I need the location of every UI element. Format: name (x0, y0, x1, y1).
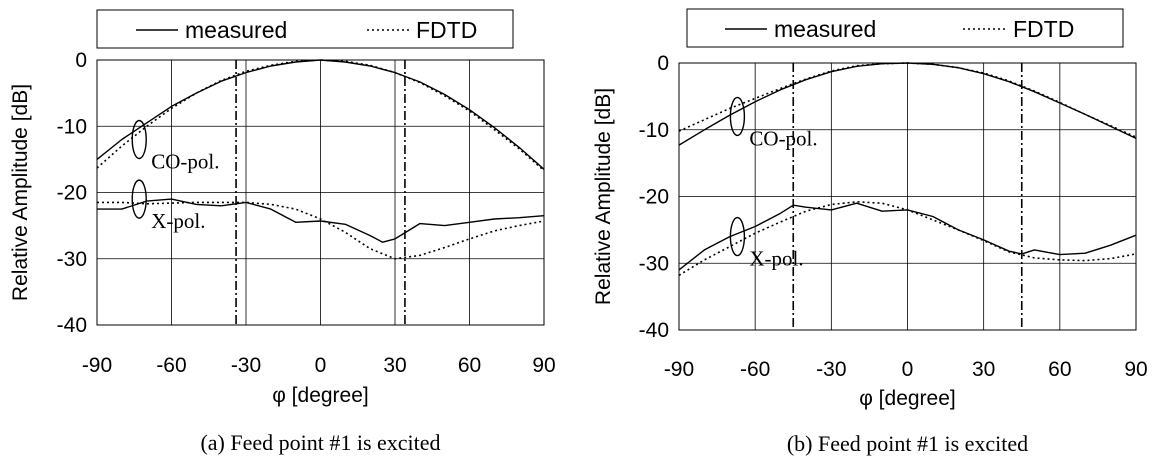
series-line-dotted (97, 201, 545, 260)
legend-label-measured: measured (774, 16, 876, 42)
legend-box (96, 9, 514, 49)
chart-panel-b: -90 -60 -30 0 30 60 90 0 -10 -20 -30 -40 φ [degree] R… (592, 8, 1148, 456)
x-axis-label: φ [degree] (859, 387, 956, 410)
y-tick-label: -10 (639, 119, 669, 142)
series-line-solid (96, 59, 545, 170)
chart-panel-a: -90 -60 -30 0 30 60 90 0 -10 -20 -30 -40 φ [degree] R… (9, 9, 556, 455)
annotation-marker (131, 119, 147, 160)
figure-caption: (a) Feed point #1 is excited (200, 430, 440, 455)
annotation-label: CO-pol. (151, 150, 219, 174)
x-axis-label: φ [degree] (272, 384, 369, 407)
annotation-label: CO-pol. (749, 126, 817, 150)
y-axis-label: Relative Amplitude [dB] (592, 88, 615, 305)
x-tick-label: -30 (816, 358, 846, 381)
series-line-solid (97, 198, 545, 243)
x-tick-label: 60 (1048, 358, 1071, 381)
x-tick-label: 90 (1124, 358, 1147, 381)
y-tick-label: -40 (639, 319, 669, 342)
x-tick-label: 60 (458, 354, 481, 377)
series-line-dotted (678, 62, 1137, 138)
annotation-marker (729, 96, 746, 137)
x-tick-label: 30 (972, 358, 995, 381)
x-tick-label: 30 (383, 354, 406, 377)
y-axis-label: Relative Amplitude [dB] (9, 84, 32, 301)
y-tick-label: -10 (57, 115, 87, 138)
annotation-label: X-pol. (749, 247, 803, 271)
y-tick-label: -20 (639, 186, 669, 209)
legend-label-fdtd: FDTD (1013, 16, 1074, 42)
annotation-label: X-pol. (151, 209, 205, 233)
legend-label-fdtd: FDTD (416, 17, 477, 43)
legend-label-measured: measured (185, 17, 287, 43)
x-tick-label: -60 (740, 358, 770, 381)
x-tick-label: -90 (82, 354, 112, 377)
legend-box (686, 8, 1124, 48)
series-line-dotted (96, 59, 545, 172)
y-tick-label: -30 (57, 248, 87, 271)
x-tick-label: -90 (664, 358, 694, 381)
x-tick-label: -60 (156, 354, 186, 377)
y-tick-label: 0 (75, 49, 87, 72)
y-tick-label: -30 (639, 252, 669, 275)
y-tick-label: -40 (57, 314, 87, 337)
figure-caption: (b) Feed point #1 is excited (787, 431, 1028, 456)
y-tick-label: -20 (57, 182, 87, 205)
annotation-marker (131, 179, 147, 219)
series-line-dotted (678, 201, 1137, 276)
y-tick-label: 0 (657, 52, 669, 75)
x-tick-label: 0 (902, 358, 914, 381)
annotation-marker (729, 216, 746, 257)
x-tick-label: 0 (315, 354, 327, 377)
x-tick-label: -30 (231, 354, 261, 377)
x-tick-label: 90 (532, 354, 555, 377)
